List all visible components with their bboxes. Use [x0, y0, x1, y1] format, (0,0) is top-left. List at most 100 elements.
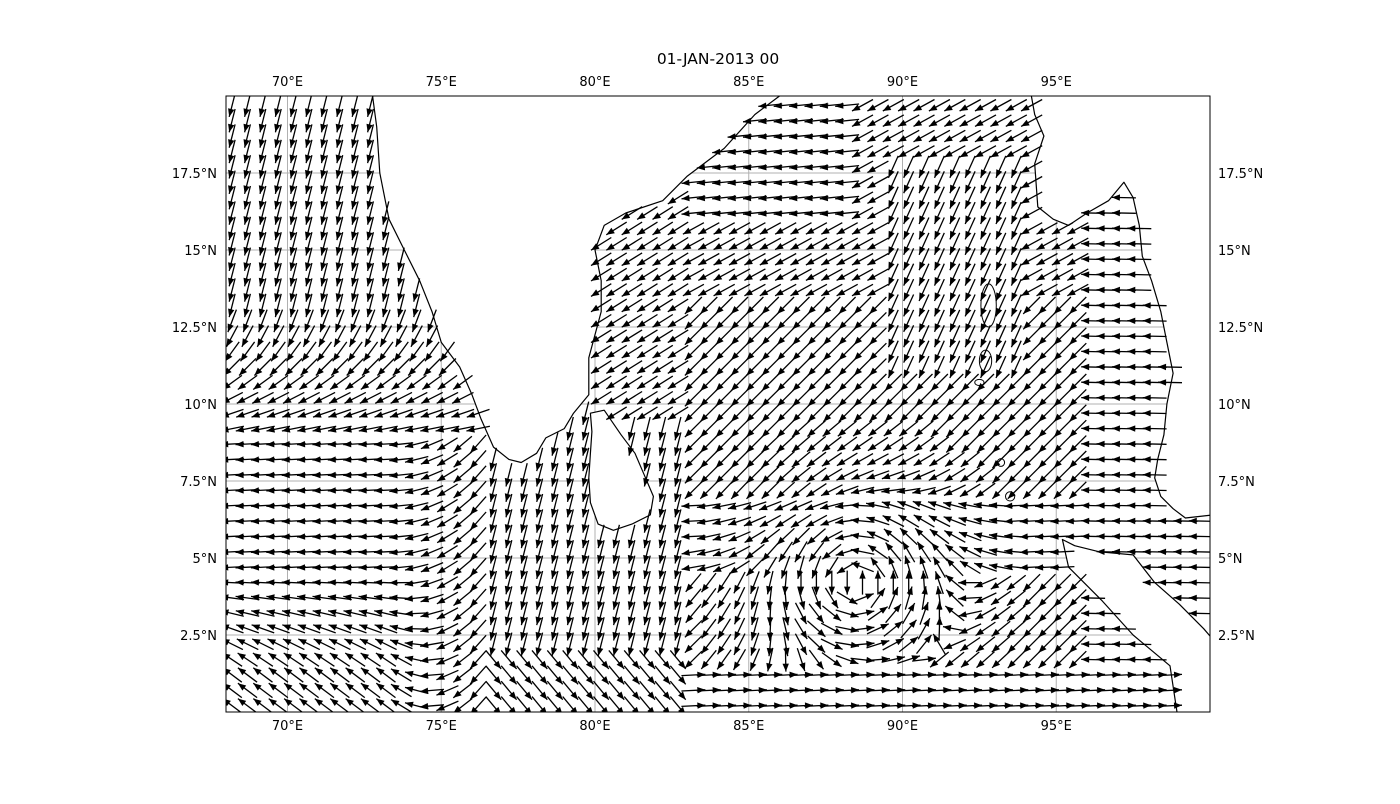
wind-arrow-head: [1097, 302, 1105, 308]
wind-arrow-head: [1081, 302, 1089, 308]
wind-arrow-head: [929, 120, 938, 127]
wind-arrow-head: [1127, 425, 1135, 431]
wind-arrow-head: [1097, 533, 1105, 539]
wind-arrow-head: [251, 533, 259, 539]
wind-arrow-head: [996, 231, 1002, 240]
wind-arrow-head: [904, 308, 910, 317]
wind-arrow-head: [806, 490, 814, 497]
wind-arrow-head: [252, 625, 261, 631]
wind-arrow-head: [1112, 656, 1120, 662]
lat-tick-label: 5°N: [1218, 552, 1243, 567]
wind-arrow-head: [868, 545, 876, 552]
wind-arrow-head: [1173, 579, 1181, 585]
wind-arrow-head: [1021, 212, 1030, 219]
wind-arrow-head: [1081, 626, 1089, 632]
wind-arrow-head: [812, 570, 818, 579]
wind-arrow-head: [251, 472, 259, 478]
wind-arrow-head: [1143, 533, 1151, 539]
wind-arrow-head: [426, 338, 433, 347]
wind-arrow-head: [319, 338, 326, 347]
wind-arrow-head: [1127, 241, 1135, 247]
wind-arrow-head: [374, 594, 382, 600]
wind-arrow-head: [267, 412, 276, 418]
wind-arrow-head: [1143, 302, 1151, 308]
wind-arrow-head: [391, 700, 400, 707]
wind-arrow-head: [883, 104, 892, 111]
wind-arrow-head: [1011, 277, 1017, 286]
wind-arrow-head: [407, 382, 415, 389]
wind-arrow-head: [282, 472, 290, 478]
wind-arrow-head: [975, 104, 984, 111]
wind-arrow-head: [888, 185, 894, 194]
wind-arrow-head: [396, 338, 403, 347]
lon-tick-label: 90°E: [887, 75, 918, 90]
wind-arrow-head: [867, 258, 876, 265]
wind-arrow-head: [1097, 656, 1105, 662]
wind-arrow-head: [1112, 395, 1120, 401]
wind-arrow-head: [697, 519, 705, 525]
wind-arrow-head: [282, 625, 291, 631]
landmass-srilanka: [589, 410, 654, 530]
wind-arrow-head: [867, 243, 876, 250]
wind-arrow-head: [328, 456, 336, 462]
wind-arrow-head: [622, 259, 631, 266]
wind-arrow-head: [637, 366, 646, 373]
wind-arrow-head: [923, 618, 930, 627]
wind-arrow-head: [343, 579, 351, 585]
wind-arrow-head: [883, 151, 892, 158]
wind-arrow-head: [220, 533, 228, 539]
wind-arrow-head: [1081, 456, 1089, 462]
wind-arrow-head: [269, 382, 277, 389]
wind-arrow-head: [1112, 333, 1120, 339]
wind-arrow-head: [653, 212, 662, 219]
wind-arrow-head: [389, 488, 397, 494]
wind-arrow-head: [1011, 369, 1017, 378]
wind-arrow-head: [718, 615, 725, 624]
wind-arrow-head: [1127, 656, 1135, 662]
wind-arrow-head: [1112, 302, 1120, 308]
wind-arrow-head: [883, 120, 892, 127]
wind-arrow-head: [790, 504, 799, 510]
wind-arrow-head: [653, 259, 662, 266]
wind-arrow-head: [683, 243, 692, 250]
wind-arrow-head: [312, 518, 320, 524]
wind-arrow-head: [851, 473, 860, 479]
wind-arrow-head: [837, 228, 846, 235]
wind-arrow-head: [996, 369, 1002, 378]
wind-arrow-head: [284, 668, 292, 675]
wind-arrow-head: [637, 228, 646, 235]
wind-arrow-head: [1020, 549, 1028, 555]
wind-arrow-head: [698, 289, 707, 296]
wind-arrow-head: [981, 262, 987, 271]
wind-arrow-head: [935, 571, 941, 580]
wind-arrow-head: [289, 324, 295, 333]
wind-arrow-head: [274, 324, 280, 333]
wind-arrow-head: [288, 338, 295, 347]
wind-arrow-head: [991, 582, 1000, 589]
wind-arrow-head: [974, 548, 983, 554]
wind-arrow-head: [958, 579, 966, 585]
wind-arrow-head: [815, 601, 821, 610]
wind-arrow-head: [438, 382, 446, 389]
wind-arrow-head: [1021, 258, 1030, 265]
wind-arrow-head: [996, 277, 1002, 286]
wind-arrow-head: [1189, 518, 1197, 524]
wind-arrow-head: [282, 487, 290, 493]
wind-arrow-head: [606, 366, 615, 373]
lat-tick-label: 12.5°N: [172, 321, 217, 336]
wind-arrow-head: [702, 584, 709, 592]
wind-arrow-head: [376, 653, 385, 660]
wind-arrow-head: [1127, 456, 1135, 462]
wind-arrow-head: [366, 324, 372, 333]
wind-arrow-head: [965, 292, 971, 301]
wind-arrow-head: [1158, 564, 1166, 570]
wind-arrow-head: [1112, 271, 1120, 277]
wind-arrow-head: [389, 565, 397, 571]
wind-arrow-head: [897, 473, 906, 479]
lon-tick-label: 70°E: [272, 75, 303, 90]
wind-arrow-head: [683, 228, 692, 235]
wind-arrow-head: [359, 594, 367, 600]
wind-arrow-head: [315, 699, 323, 706]
wind-arrow-head: [1097, 241, 1105, 247]
